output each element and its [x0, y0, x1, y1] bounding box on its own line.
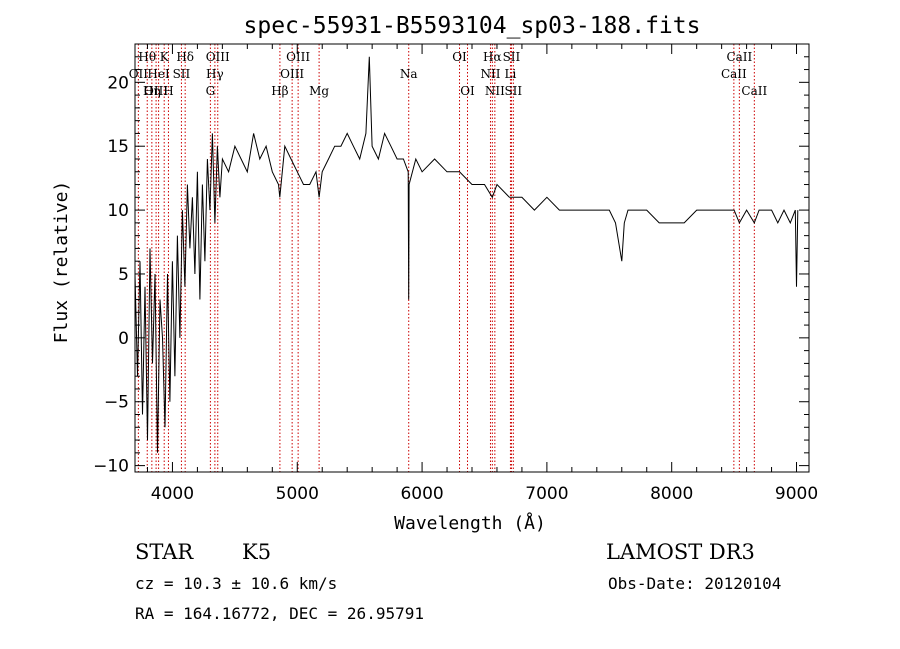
- line-label: Li: [505, 67, 517, 81]
- y-tick-label: 0: [118, 329, 129, 349]
- line-label: G: [206, 84, 216, 98]
- observation-date: Obs-Date: 20120104: [608, 574, 782, 593]
- line-label: K: [160, 50, 170, 64]
- y-axis-label: Flux (relative): [51, 181, 72, 344]
- line-label: OI: [452, 50, 467, 64]
- line-label: CaII: [741, 84, 767, 98]
- y-tick-label: 5: [118, 265, 129, 285]
- y-tick-label: 10: [107, 201, 129, 221]
- line-label: Hη: [143, 84, 161, 98]
- line-label: NII: [480, 67, 500, 81]
- line-label: Hδ: [176, 50, 194, 64]
- line-label: Hβ: [271, 84, 288, 98]
- x-tick-label: 4000: [151, 484, 194, 504]
- redshift-velocity: cz = 10.3 ± 10.6 km/s: [135, 574, 338, 593]
- y-tick-label: 20: [107, 73, 129, 93]
- object-subclass: K5: [242, 540, 272, 564]
- x-tick-label: 7000: [525, 484, 568, 504]
- line-label: SII: [503, 50, 521, 64]
- line-label: Na: [400, 67, 418, 81]
- chart-title: spec-55931-B5593104_sp03-188.fits: [244, 13, 701, 39]
- line-label: Mg: [309, 84, 329, 98]
- line-label: Hα: [483, 50, 502, 64]
- line-label: HeI: [147, 67, 170, 81]
- line-label: Hθ: [138, 50, 156, 64]
- x-axis-label: Wavelength (Å): [394, 512, 546, 534]
- x-tick-label: 6000: [400, 484, 443, 504]
- line-label: OIII: [280, 67, 304, 81]
- line-label: CaII: [721, 67, 747, 81]
- plot-frame: [134, 43, 810, 473]
- line-label: OIII: [206, 50, 230, 64]
- y-tick-label: 15: [107, 137, 129, 157]
- line-label: OII: [129, 67, 149, 81]
- line-label: OIII: [144, 84, 168, 98]
- x-tick-label: 8000: [650, 484, 693, 504]
- line-label: H: [163, 84, 173, 98]
- line-label: Hγ: [206, 67, 224, 81]
- line-label: OI: [460, 84, 475, 98]
- coordinates: RA = 164.16772, DEC = 26.95791: [135, 604, 424, 623]
- x-tick-label: 5000: [276, 484, 319, 504]
- line-label: SII: [173, 67, 191, 81]
- x-tick-label: 9000: [775, 484, 818, 504]
- object-class: STAR: [135, 540, 194, 564]
- y-tick-label: −10: [93, 457, 129, 477]
- line-label: CaII: [726, 50, 752, 64]
- line-markers: [137, 44, 755, 472]
- x-axis: 4000 5000 6000 7000 8000 9000: [146, 44, 818, 504]
- y-tick-label: −5: [104, 393, 129, 413]
- line-label: NII: [485, 84, 505, 98]
- line-label: SII: [504, 84, 522, 98]
- y-axis: −10 −5 0 5 10 15 20: [93, 56, 809, 477]
- survey-name: LAMOST DR3: [606, 540, 755, 564]
- spectrum-line: [134, 56, 799, 453]
- line-label: OIII: [286, 50, 310, 64]
